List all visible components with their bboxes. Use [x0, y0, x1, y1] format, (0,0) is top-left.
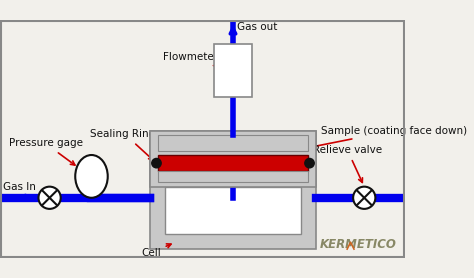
Circle shape: [305, 158, 314, 168]
Text: Relieve valve: Relieve valve: [313, 145, 382, 182]
Bar: [158, 171, 308, 182]
Circle shape: [38, 187, 61, 209]
Bar: [150, 131, 316, 249]
Text: KERMETICO: KERMETICO: [320, 238, 397, 251]
Text: Pressure gage: Pressure gage: [9, 138, 82, 165]
Circle shape: [152, 158, 161, 168]
Text: Gas In: Gas In: [2, 182, 36, 192]
Bar: [158, 155, 308, 171]
Text: Sample (coating face down): Sample (coating face down): [254, 126, 467, 160]
Text: Gas out: Gas out: [237, 22, 278, 32]
Text: Flowmeter: Flowmeter: [163, 52, 228, 72]
Text: Sealing Rings: Sealing Rings: [90, 130, 161, 160]
Circle shape: [353, 187, 375, 209]
Bar: [150, 131, 316, 187]
Text: Cell: Cell: [141, 244, 171, 258]
Ellipse shape: [75, 155, 108, 198]
Bar: [214, 44, 252, 97]
Bar: [158, 135, 308, 151]
Bar: [165, 187, 301, 234]
